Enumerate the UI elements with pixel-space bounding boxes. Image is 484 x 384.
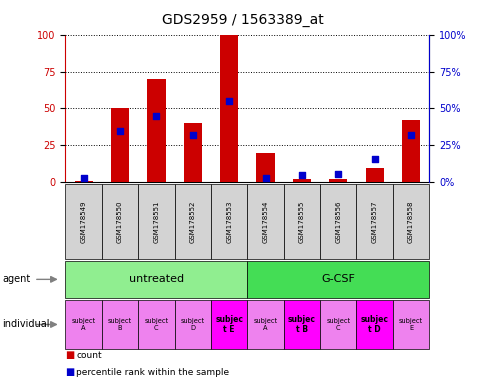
Bar — [329, 179, 347, 182]
Text: subject
E: subject E — [398, 318, 422, 331]
Text: ■: ■ — [65, 367, 75, 377]
Text: subjec
t E: subjec t E — [215, 315, 242, 334]
Text: GSM178552: GSM178552 — [189, 200, 196, 243]
Bar — [220, 35, 238, 182]
Bar — [401, 120, 419, 182]
Text: GSM178556: GSM178556 — [334, 200, 341, 243]
Text: percentile rank within the sample: percentile rank within the sample — [76, 368, 229, 377]
Text: GSM178557: GSM178557 — [371, 200, 377, 243]
Text: GDS2959 / 1563389_at: GDS2959 / 1563389_at — [161, 13, 323, 27]
Bar — [111, 109, 129, 182]
Bar — [183, 123, 201, 182]
Text: subjec
t B: subjec t B — [287, 315, 315, 334]
Bar — [292, 179, 310, 182]
Text: subject
A: subject A — [253, 318, 277, 331]
Point — [79, 175, 87, 181]
Text: GSM178558: GSM178558 — [407, 200, 413, 243]
Point — [116, 127, 123, 134]
Text: untreated: untreated — [129, 274, 183, 285]
Text: agent: agent — [2, 274, 30, 285]
Text: GSM178554: GSM178554 — [262, 200, 268, 243]
Point — [370, 156, 378, 162]
Text: ■: ■ — [65, 350, 75, 360]
Text: subjec
t D: subjec t D — [360, 315, 388, 334]
Text: subject
C: subject C — [326, 318, 349, 331]
Text: GSM178549: GSM178549 — [80, 200, 87, 243]
Text: count: count — [76, 351, 102, 360]
Point — [225, 98, 232, 104]
Point — [297, 172, 305, 178]
Text: GSM178555: GSM178555 — [298, 200, 304, 243]
Text: GSM178550: GSM178550 — [117, 200, 123, 243]
Bar — [365, 167, 383, 182]
Bar — [75, 181, 92, 182]
Point — [333, 170, 341, 177]
Point — [152, 113, 160, 119]
Point — [406, 132, 414, 138]
Text: GSM178553: GSM178553 — [226, 200, 232, 243]
Point — [261, 175, 269, 181]
Text: subject
D: subject D — [181, 318, 204, 331]
Bar — [256, 153, 274, 182]
Text: G-CSF: G-CSF — [321, 274, 354, 285]
Bar — [147, 79, 165, 182]
Point — [188, 132, 197, 138]
Text: subject
C: subject C — [144, 318, 168, 331]
Text: subject
A: subject A — [72, 318, 95, 331]
Text: subject
B: subject B — [108, 318, 132, 331]
Text: individual: individual — [2, 319, 50, 329]
Text: GSM178551: GSM178551 — [153, 200, 159, 243]
